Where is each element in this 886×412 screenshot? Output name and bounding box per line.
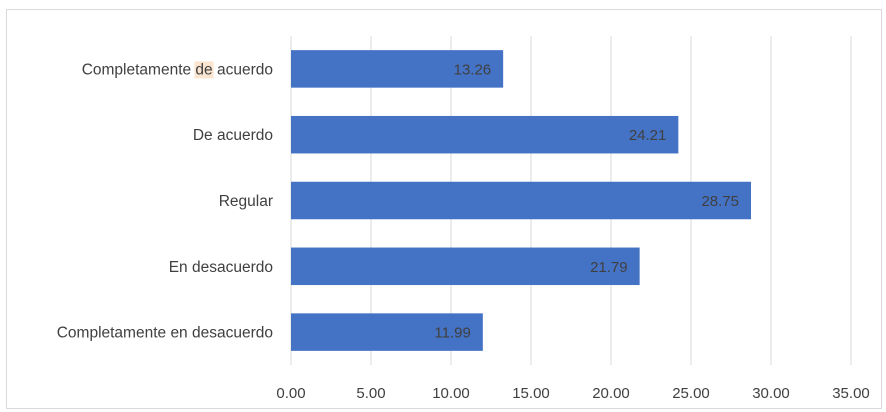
x-tick-label: 35.00 [832,385,870,402]
x-tick-label: 10.00 [432,385,470,402]
category-label: De acuerdo [193,127,273,144]
bar [291,181,751,220]
bars: 13.26 24.21 28.75 21.79 11.99 [291,50,751,351]
data-label: 11.99 [434,325,470,342]
bar [291,313,483,351]
x-tick-label: 15.00 [512,385,550,402]
data-label: 21.79 [590,259,628,276]
bar [291,50,504,88]
bar [291,247,640,286]
category-labels: Completamente de acuerdo De acuerdo Regula… [57,61,273,342]
x-tick-label: 25.00 [672,385,710,402]
x-tick-label: 0.00 [276,385,305,402]
x-tick-label: 30.00 [752,385,790,402]
text-highlight [194,61,214,79]
category-label: Regular [219,193,273,210]
bar [291,115,679,154]
data-label: 24.21 [629,127,667,144]
category-label: En desacuerdo [169,259,273,276]
x-tick-label: 20.00 [592,385,630,402]
category-label: Completamente en desacuerdo [57,325,273,342]
category-label: Completamente de acuerdo [82,61,273,78]
x-tick-label: 5.00 [356,385,385,402]
tick-labels: 0.00 5.00 10.00 15.00 20.00 25.00 30.00 35.00 [276,385,869,402]
data-label: 28.75 [701,193,739,210]
data-label: 13.26 [454,61,492,78]
